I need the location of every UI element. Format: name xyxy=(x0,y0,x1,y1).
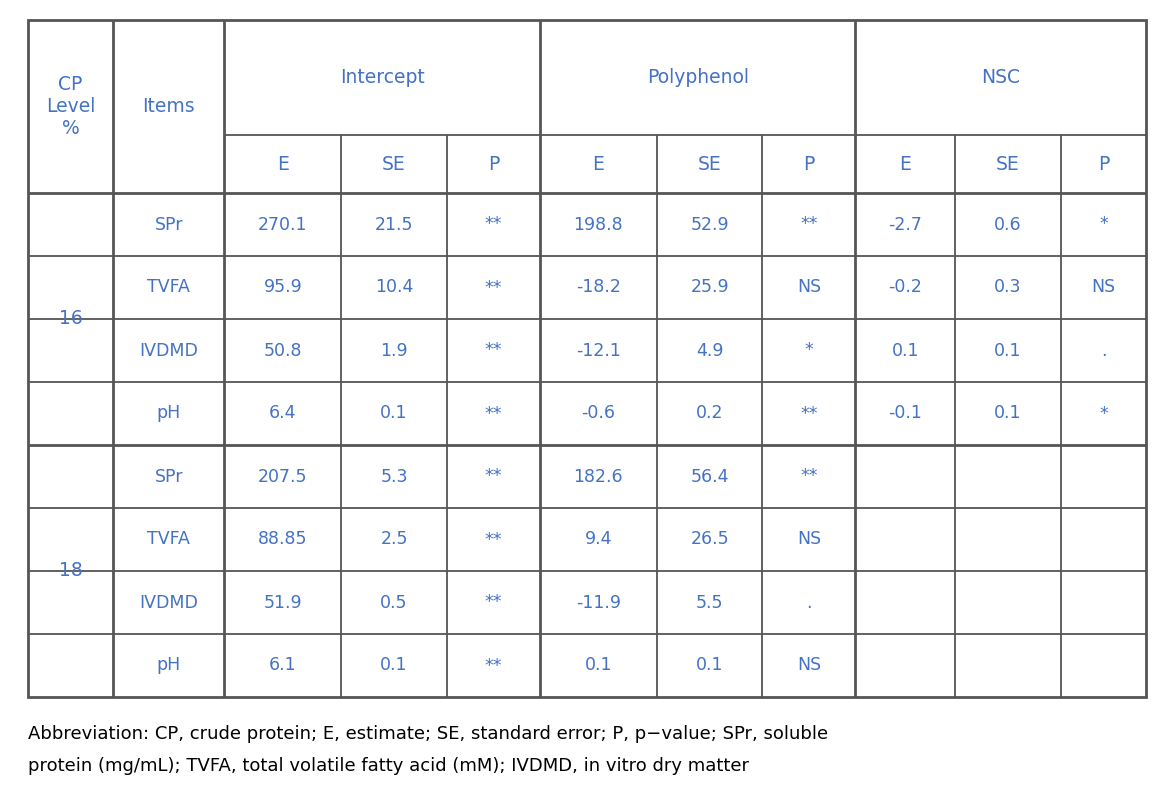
Text: 0.6: 0.6 xyxy=(994,216,1022,233)
Text: **: ** xyxy=(484,656,502,674)
Text: 0.2: 0.2 xyxy=(696,404,723,422)
Text: 0.3: 0.3 xyxy=(994,279,1022,297)
Text: CP
Level
%: CP Level % xyxy=(46,75,95,138)
Text: 0.1: 0.1 xyxy=(696,656,723,674)
Text: 0.1: 0.1 xyxy=(994,341,1022,360)
Text: 5.3: 5.3 xyxy=(380,468,408,485)
Text: pH: pH xyxy=(157,656,180,674)
Text: E: E xyxy=(592,155,605,173)
Text: pH: pH xyxy=(157,404,180,422)
Text: E: E xyxy=(899,155,912,173)
Text: **: ** xyxy=(484,404,502,422)
Text: 16: 16 xyxy=(59,309,82,328)
Text: Intercept: Intercept xyxy=(340,68,424,87)
Text: 10.4: 10.4 xyxy=(375,279,414,297)
Text: 21.5: 21.5 xyxy=(375,216,414,233)
Text: NS: NS xyxy=(797,279,820,297)
Text: NSC: NSC xyxy=(981,68,1020,87)
Text: 9.4: 9.4 xyxy=(585,531,612,549)
Text: **: ** xyxy=(484,279,502,297)
Text: 0.1: 0.1 xyxy=(892,341,919,360)
Text: IVDMD: IVDMD xyxy=(139,593,198,612)
Text: -0.1: -0.1 xyxy=(888,404,922,422)
Text: -11.9: -11.9 xyxy=(575,593,621,612)
Text: 0.1: 0.1 xyxy=(585,656,612,674)
Text: **: ** xyxy=(800,468,818,485)
Text: 95.9: 95.9 xyxy=(264,279,302,297)
Text: SE: SE xyxy=(697,155,722,173)
Text: 18: 18 xyxy=(59,561,82,580)
Text: 56.4: 56.4 xyxy=(690,468,729,485)
Text: 1.9: 1.9 xyxy=(380,341,408,360)
Text: -2.7: -2.7 xyxy=(888,216,922,233)
Text: **: ** xyxy=(800,404,818,422)
Text: NS: NS xyxy=(797,656,820,674)
Text: **: ** xyxy=(484,468,502,485)
Text: P: P xyxy=(803,155,815,173)
Text: 52.9: 52.9 xyxy=(690,216,729,233)
Text: -18.2: -18.2 xyxy=(575,279,621,297)
Text: 25.9: 25.9 xyxy=(690,279,729,297)
Text: .: . xyxy=(1101,341,1106,360)
Text: SE: SE xyxy=(996,155,1020,173)
Text: Items: Items xyxy=(143,97,195,116)
Text: 5.5: 5.5 xyxy=(696,593,723,612)
Bar xyxy=(28,20,1146,697)
Text: -0.6: -0.6 xyxy=(581,404,615,422)
Text: -0.2: -0.2 xyxy=(888,279,922,297)
Text: SE: SE xyxy=(382,155,406,173)
Text: NS: NS xyxy=(1091,279,1116,297)
Text: E: E xyxy=(277,155,288,173)
Text: 4.9: 4.9 xyxy=(696,341,723,360)
Text: *: * xyxy=(1099,404,1108,422)
Text: P: P xyxy=(488,155,499,173)
Text: 51.9: 51.9 xyxy=(264,593,302,612)
Text: .: . xyxy=(806,593,812,612)
Text: -12.1: -12.1 xyxy=(575,341,621,360)
Text: **: ** xyxy=(484,341,502,360)
Text: 0.5: 0.5 xyxy=(380,593,408,612)
Text: NS: NS xyxy=(797,531,820,549)
Text: P: P xyxy=(1098,155,1109,173)
Text: SPr: SPr xyxy=(155,468,183,485)
Text: 0.1: 0.1 xyxy=(994,404,1022,422)
Text: 0.1: 0.1 xyxy=(380,404,408,422)
Text: 2.5: 2.5 xyxy=(380,531,408,549)
Text: Abbreviation: CP, crude protein; E, estimate; SE, standard error; P, p−value; SP: Abbreviation: CP, crude protein; E, esti… xyxy=(28,725,829,743)
Text: 6.4: 6.4 xyxy=(270,404,297,422)
Text: TVFA: TVFA xyxy=(148,279,190,297)
Text: protein (mg/mL); TVFA, total volatile fatty acid (mM); IVDMD, in vitro dry matte: protein (mg/mL); TVFA, total volatile fa… xyxy=(28,757,749,775)
Text: 88.85: 88.85 xyxy=(258,531,307,549)
Text: 0.1: 0.1 xyxy=(380,656,408,674)
Text: 182.6: 182.6 xyxy=(573,468,624,485)
Text: **: ** xyxy=(484,216,502,233)
Text: *: * xyxy=(1099,216,1108,233)
Text: **: ** xyxy=(484,593,502,612)
Text: **: ** xyxy=(800,216,818,233)
Text: Polyphenol: Polyphenol xyxy=(647,68,749,87)
Text: 26.5: 26.5 xyxy=(690,531,729,549)
Text: IVDMD: IVDMD xyxy=(139,341,198,360)
Text: **: ** xyxy=(484,531,502,549)
Text: 6.1: 6.1 xyxy=(270,656,297,674)
Text: 50.8: 50.8 xyxy=(264,341,302,360)
Text: 270.1: 270.1 xyxy=(258,216,307,233)
Text: *: * xyxy=(804,341,813,360)
Text: TVFA: TVFA xyxy=(148,531,190,549)
Text: SPr: SPr xyxy=(155,216,183,233)
Text: 198.8: 198.8 xyxy=(573,216,624,233)
Text: 207.5: 207.5 xyxy=(258,468,307,485)
